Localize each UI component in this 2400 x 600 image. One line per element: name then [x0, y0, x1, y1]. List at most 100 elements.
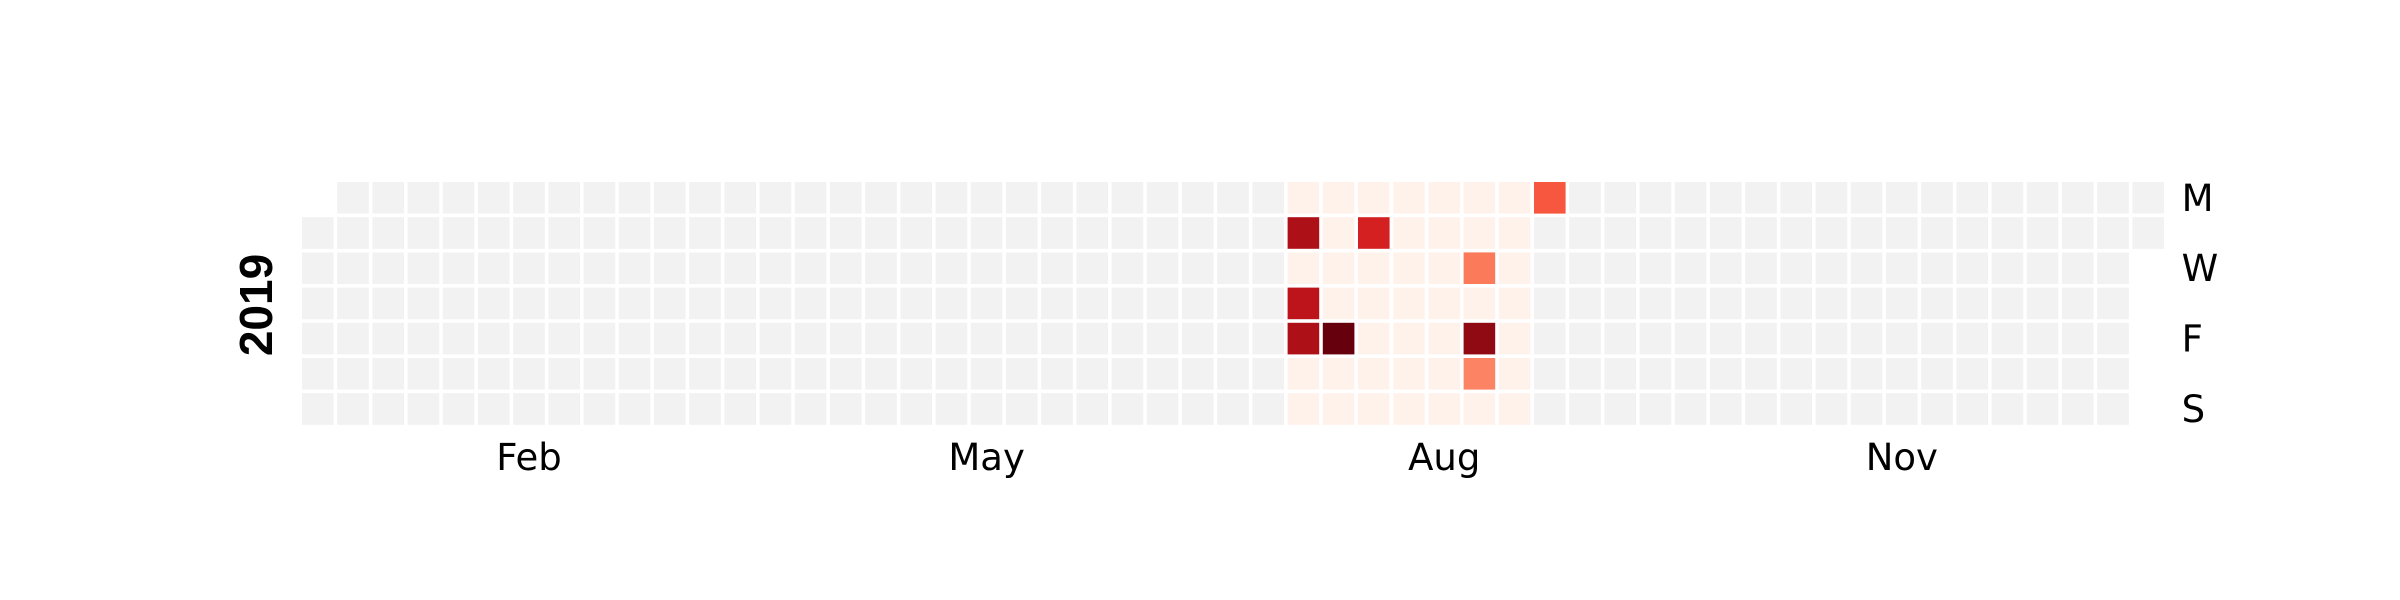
- day-cell: [1991, 182, 2024, 214]
- day-cell: [2132, 182, 2164, 214]
- day-cell: [1041, 322, 1073, 355]
- day-cell: [478, 252, 510, 284]
- day-cell: [548, 252, 580, 284]
- day-cell: [513, 182, 545, 214]
- day-cell: [1393, 252, 1425, 284]
- day-cell: [1534, 252, 1566, 284]
- day-cell: [1674, 322, 1707, 355]
- day-cell: [1146, 182, 1179, 214]
- day-cell: [1006, 287, 1038, 320]
- day-cell: [1146, 393, 1179, 425]
- day-cell: [935, 252, 968, 284]
- day-cell: [1991, 287, 2024, 320]
- day-cell: [1463, 358, 1496, 390]
- day-cell: [689, 287, 721, 320]
- day-cell: [1604, 182, 1636, 214]
- day-cell: [1569, 393, 1601, 425]
- day-cell: [1815, 217, 1848, 249]
- day-cell: [900, 217, 932, 249]
- day-cell: [759, 182, 792, 214]
- day-cell: [1358, 287, 1390, 320]
- day-cell: [794, 358, 827, 390]
- day-cell: [935, 217, 968, 249]
- day-cell: [1569, 182, 1601, 214]
- day-cell: [1463, 182, 1496, 214]
- day-cell: [2062, 217, 2094, 249]
- day-cell: [1076, 393, 1108, 425]
- day-cell: [442, 287, 475, 320]
- day-cell: [1146, 358, 1179, 390]
- day-cell: [1534, 217, 1566, 249]
- day-cell: [2097, 217, 2129, 249]
- day-cell: [478, 322, 510, 355]
- day-cell: [1921, 252, 1953, 284]
- day-cell: [548, 358, 580, 390]
- day-cell: [1850, 217, 1883, 249]
- day-cell: [1428, 217, 1460, 249]
- day-cell: [935, 393, 968, 425]
- day-cell: [1991, 393, 2024, 425]
- day-cell: [407, 358, 440, 390]
- day-cell: [548, 182, 580, 214]
- day-cell: [724, 358, 756, 390]
- day-cell: [1850, 358, 1883, 390]
- day-cell: [1428, 182, 1460, 214]
- day-cell: [935, 358, 968, 390]
- day-cell: [689, 393, 721, 425]
- day-cell: [654, 182, 686, 214]
- day-cell: [1076, 252, 1108, 284]
- day-cell: [442, 182, 475, 214]
- day-cell: [1780, 217, 1812, 249]
- day-cell: [1182, 322, 1214, 355]
- day-cell: [1956, 322, 1988, 355]
- day-cell: [935, 287, 968, 320]
- day-cell: [1639, 182, 1672, 214]
- day-cell: [830, 182, 862, 214]
- day-cell: [407, 393, 440, 425]
- day-cell: [1322, 182, 1355, 214]
- day-cell: [1886, 393, 1918, 425]
- day-cell: [1604, 252, 1636, 284]
- day-cell: [1921, 358, 1953, 390]
- day-cell: [830, 252, 862, 284]
- day-cell: [2062, 322, 2094, 355]
- day-cell: [1639, 393, 1672, 425]
- day-cell: [2097, 287, 2129, 320]
- day-cell: [1006, 252, 1038, 284]
- day-cell: [302, 217, 334, 249]
- day-cell: [407, 217, 440, 249]
- day-cell: [2062, 182, 2094, 214]
- day-cell: [654, 252, 686, 284]
- day-cell: [1076, 358, 1108, 390]
- day-cell: [654, 217, 686, 249]
- day-cell: [337, 393, 369, 425]
- day-cell: [1217, 358, 1249, 390]
- day-cell: [970, 358, 1003, 390]
- day-cell: [1322, 322, 1355, 355]
- day-cell: [1252, 182, 1284, 214]
- day-cell: [1111, 393, 1144, 425]
- day-cell: [1358, 252, 1390, 284]
- day-cell: [337, 322, 369, 355]
- day-cell: [1956, 287, 1988, 320]
- day-cell: [1534, 287, 1566, 320]
- day-cell: [2026, 322, 2059, 355]
- day-cell: [1111, 287, 1144, 320]
- day-cell: [2062, 252, 2094, 284]
- day-cell: [900, 287, 932, 320]
- day-cell: [1498, 393, 1531, 425]
- day-cell: [548, 322, 580, 355]
- day-cell: [1604, 287, 1636, 320]
- day-cell: [1041, 182, 1073, 214]
- day-cell: [1534, 393, 1566, 425]
- day-cell: [900, 358, 932, 390]
- day-cell: [759, 287, 792, 320]
- day-cell: [1393, 393, 1425, 425]
- day-cell: [1182, 182, 1214, 214]
- day-cell: [372, 287, 404, 320]
- month-tick-label: Aug: [1408, 436, 1480, 479]
- day-cell: [442, 358, 475, 390]
- day-cell: [1815, 393, 1848, 425]
- day-cell: [1956, 252, 1988, 284]
- day-cell: [2062, 358, 2094, 390]
